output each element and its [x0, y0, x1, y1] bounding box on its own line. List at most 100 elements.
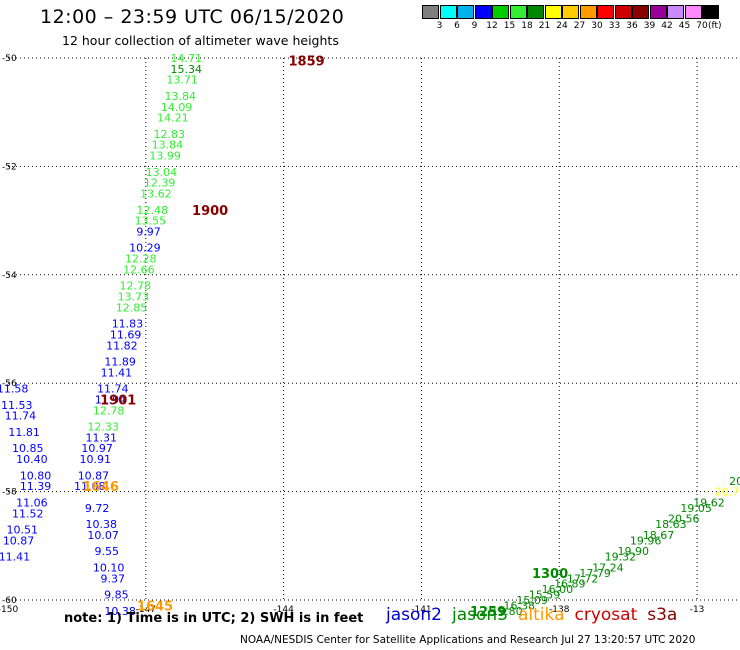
- wave-height-point: 12.33: [87, 421, 119, 434]
- wave-height-point: 10.87: [3, 534, 35, 547]
- wave-height-point: 11.69: [110, 328, 142, 341]
- x-tick-label: -141: [411, 605, 431, 615]
- wave-height-point: 19.62: [693, 496, 725, 509]
- colorbar-label: 9: [471, 21, 478, 31]
- colorbar-label: 70: [696, 21, 708, 31]
- wave-height-point: 19.32: [605, 551, 637, 564]
- y-tick-label: -50: [2, 54, 17, 64]
- wave-height-point: 11.83: [112, 318, 144, 331]
- wave-height-point: 13.84: [165, 90, 197, 103]
- wave-height-point: 11.31: [86, 431, 118, 444]
- y-tick-label: -58: [2, 488, 17, 498]
- time-label: 1300: [532, 567, 568, 582]
- colorbar-label: 6: [454, 21, 460, 31]
- wave-height-point: 13.62: [140, 188, 172, 201]
- wave-height-point: 19.96: [630, 534, 662, 547]
- colorbar-swatch: [422, 5, 439, 19]
- x-tick-label: -144: [273, 605, 294, 615]
- colorbar-label: 21: [538, 21, 551, 31]
- colorbar-swatch: [684, 5, 702, 19]
- wave-height-point: 9.37: [100, 572, 125, 585]
- wave-height-point: 20.56: [668, 513, 700, 526]
- satellite-legend-item: altika: [518, 605, 565, 625]
- y-tick-label: -60: [2, 596, 17, 606]
- wave-height-point: 10.87: [78, 469, 110, 482]
- colorbar-label: 18: [521, 21, 533, 31]
- wave-height-point: 12.78: [93, 404, 125, 417]
- wave-height-point: 11.52: [12, 507, 44, 520]
- wave-height-point: 16.00: [542, 583, 574, 596]
- wave-height-point: 9.85: [104, 589, 129, 602]
- wave-height-point: 10.80: [20, 469, 52, 482]
- wave-height-point: 11.89: [104, 356, 136, 369]
- colorbar-swatch: [649, 5, 667, 19]
- wave-height-point: 17.79: [579, 567, 611, 580]
- colorbar-swatch: [474, 5, 492, 19]
- chart-title: 12:00 – 23:59 UTC 06/15/2020: [40, 6, 345, 28]
- wave-height-point: 12.83: [153, 128, 185, 141]
- wave-height-point: 19.05: [680, 502, 712, 515]
- colorbar-swatch: [439, 5, 457, 19]
- y-tick-label: -56: [2, 379, 17, 389]
- wave-height-point: 11.41: [101, 366, 133, 379]
- wave-height-points: 14.7115.3413.7113.8414.0914.2112.8313.84…: [0, 52, 740, 618]
- time-label: 1646: [83, 480, 119, 495]
- x-tick-label: -147: [136, 605, 156, 615]
- wave-height-point: 10.40: [16, 453, 48, 466]
- wave-height-point: 18.63: [655, 518, 687, 531]
- satellite-legend-item: jason2: [386, 605, 442, 625]
- wave-height-point: 10.07: [87, 529, 119, 542]
- colorbar-units: (ft): [708, 21, 722, 31]
- y-tick-label: -54: [2, 271, 17, 281]
- colorbar-label: 42: [661, 21, 673, 31]
- colorbar-swatch: [579, 5, 597, 19]
- footer-credit: NOAA/NESDIS Center for Satellite Applica…: [240, 634, 696, 646]
- satellite-legend: jason2 jason3 altika cryosat s3a: [386, 605, 687, 625]
- wave-height-point: 11.06: [16, 496, 48, 509]
- wave-height-point: 11.41: [0, 551, 30, 564]
- wave-height-point: 11.08: [74, 480, 106, 493]
- satellite-legend-item: jason3: [452, 605, 508, 625]
- time-label: 1901: [100, 393, 136, 408]
- colorbar-label: 45: [678, 21, 691, 31]
- wave-height-point: 15.34: [170, 63, 202, 76]
- wave-height-point: 11.74: [5, 410, 37, 423]
- wave-height-point: 12.48: [136, 204, 168, 217]
- colorbar-swatch: [544, 5, 562, 19]
- colorbar-swatch: [527, 5, 544, 19]
- colorbar-label: 27: [573, 21, 586, 31]
- wave-height-point: 11.74: [97, 383, 129, 396]
- colorbar-label: 24: [556, 21, 568, 31]
- wave-height-point: 12.28: [125, 253, 157, 266]
- colorbar-label: 15: [503, 21, 516, 31]
- wave-height-point: 15.09: [516, 594, 548, 607]
- wave-height-point: 9.97: [136, 225, 161, 238]
- wave-height-point: 12.39: [144, 177, 176, 190]
- wave-height-point: 19.90: [617, 545, 649, 558]
- wave-height-point: 13.73: [118, 290, 150, 303]
- wave-height-point: 11.81: [8, 426, 40, 439]
- axis-tick-labels: -150 -147 -144 -141 -138 -13 -50 -52 -54 -56 -58 -6…: [0, 54, 704, 615]
- colorbar-swatch: [667, 5, 684, 19]
- wave-height-point: 10.38: [86, 518, 118, 531]
- time-label: 1259: [470, 605, 506, 620]
- wave-height-point: 20: [729, 475, 740, 488]
- wave-height-point: 17.24: [592, 561, 624, 574]
- colorbar-swatch: [614, 5, 632, 19]
- colorbar-label: 12: [486, 21, 498, 31]
- wave-height-point: 11.58: [0, 383, 28, 396]
- time-labels: 1859 1900 1901 1646 1645 1300 1259: [83, 55, 568, 620]
- wave-height-point: 12.85: [116, 301, 148, 314]
- colorbar-label: 33: [608, 21, 621, 31]
- y-tick-label: -52: [2, 162, 17, 172]
- wave-height-point: 15.59: [529, 589, 561, 602]
- wave-height-point: 14.09: [161, 101, 193, 114]
- footer-note: note: 1) Time is in UTC; 2) SWH is in fe…: [64, 611, 364, 626]
- colorbar-swatch: [492, 5, 509, 19]
- x-tick-label: -13: [690, 605, 705, 615]
- colorbar-swatch: [702, 5, 719, 19]
- wave-height-point: 10.29: [129, 242, 161, 255]
- wave-height-point: 12.78: [119, 280, 151, 293]
- colorbar-swatch: [509, 5, 527, 19]
- wave-height-point: 9.72: [85, 502, 110, 515]
